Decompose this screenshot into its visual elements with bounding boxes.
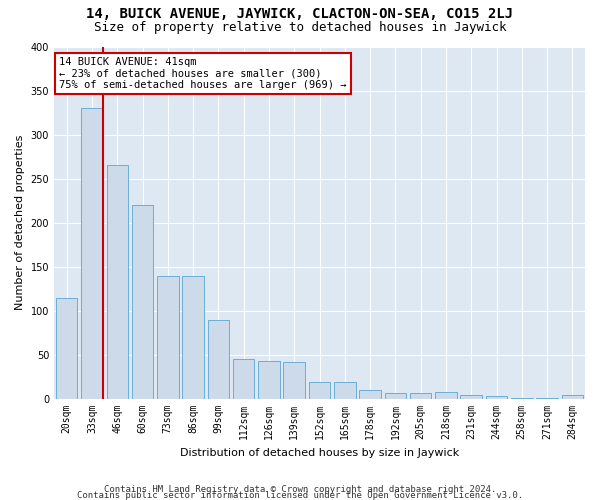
Bar bbox=[536, 398, 558, 399]
Bar bbox=[309, 382, 330, 399]
Bar bbox=[385, 393, 406, 399]
Bar bbox=[486, 396, 507, 399]
Bar bbox=[182, 276, 204, 399]
Y-axis label: Number of detached properties: Number of detached properties bbox=[15, 135, 25, 310]
Bar bbox=[208, 320, 229, 399]
Text: Contains public sector information licensed under the Open Government Licence v3: Contains public sector information licen… bbox=[77, 491, 523, 500]
Bar bbox=[107, 166, 128, 399]
Text: 14, BUICK AVENUE, JAYWICK, CLACTON-ON-SEA, CO15 2LJ: 14, BUICK AVENUE, JAYWICK, CLACTON-ON-SE… bbox=[86, 8, 514, 22]
Bar bbox=[334, 382, 356, 399]
Text: Size of property relative to detached houses in Jaywick: Size of property relative to detached ho… bbox=[94, 21, 506, 34]
X-axis label: Distribution of detached houses by size in Jaywick: Distribution of detached houses by size … bbox=[180, 448, 459, 458]
Bar bbox=[157, 276, 179, 399]
Bar bbox=[132, 205, 153, 399]
Bar bbox=[56, 298, 77, 399]
Bar bbox=[410, 393, 431, 399]
Bar bbox=[562, 394, 583, 399]
Bar bbox=[435, 392, 457, 399]
Text: Contains HM Land Registry data © Crown copyright and database right 2024.: Contains HM Land Registry data © Crown c… bbox=[104, 485, 496, 494]
Bar bbox=[511, 398, 533, 399]
Bar bbox=[460, 394, 482, 399]
Bar bbox=[233, 360, 254, 399]
Bar bbox=[81, 108, 103, 399]
Text: 14 BUICK AVENUE: 41sqm
← 23% of detached houses are smaller (300)
75% of semi-de: 14 BUICK AVENUE: 41sqm ← 23% of detached… bbox=[59, 57, 347, 90]
Bar bbox=[359, 390, 381, 399]
Bar bbox=[283, 362, 305, 399]
Bar bbox=[258, 361, 280, 399]
